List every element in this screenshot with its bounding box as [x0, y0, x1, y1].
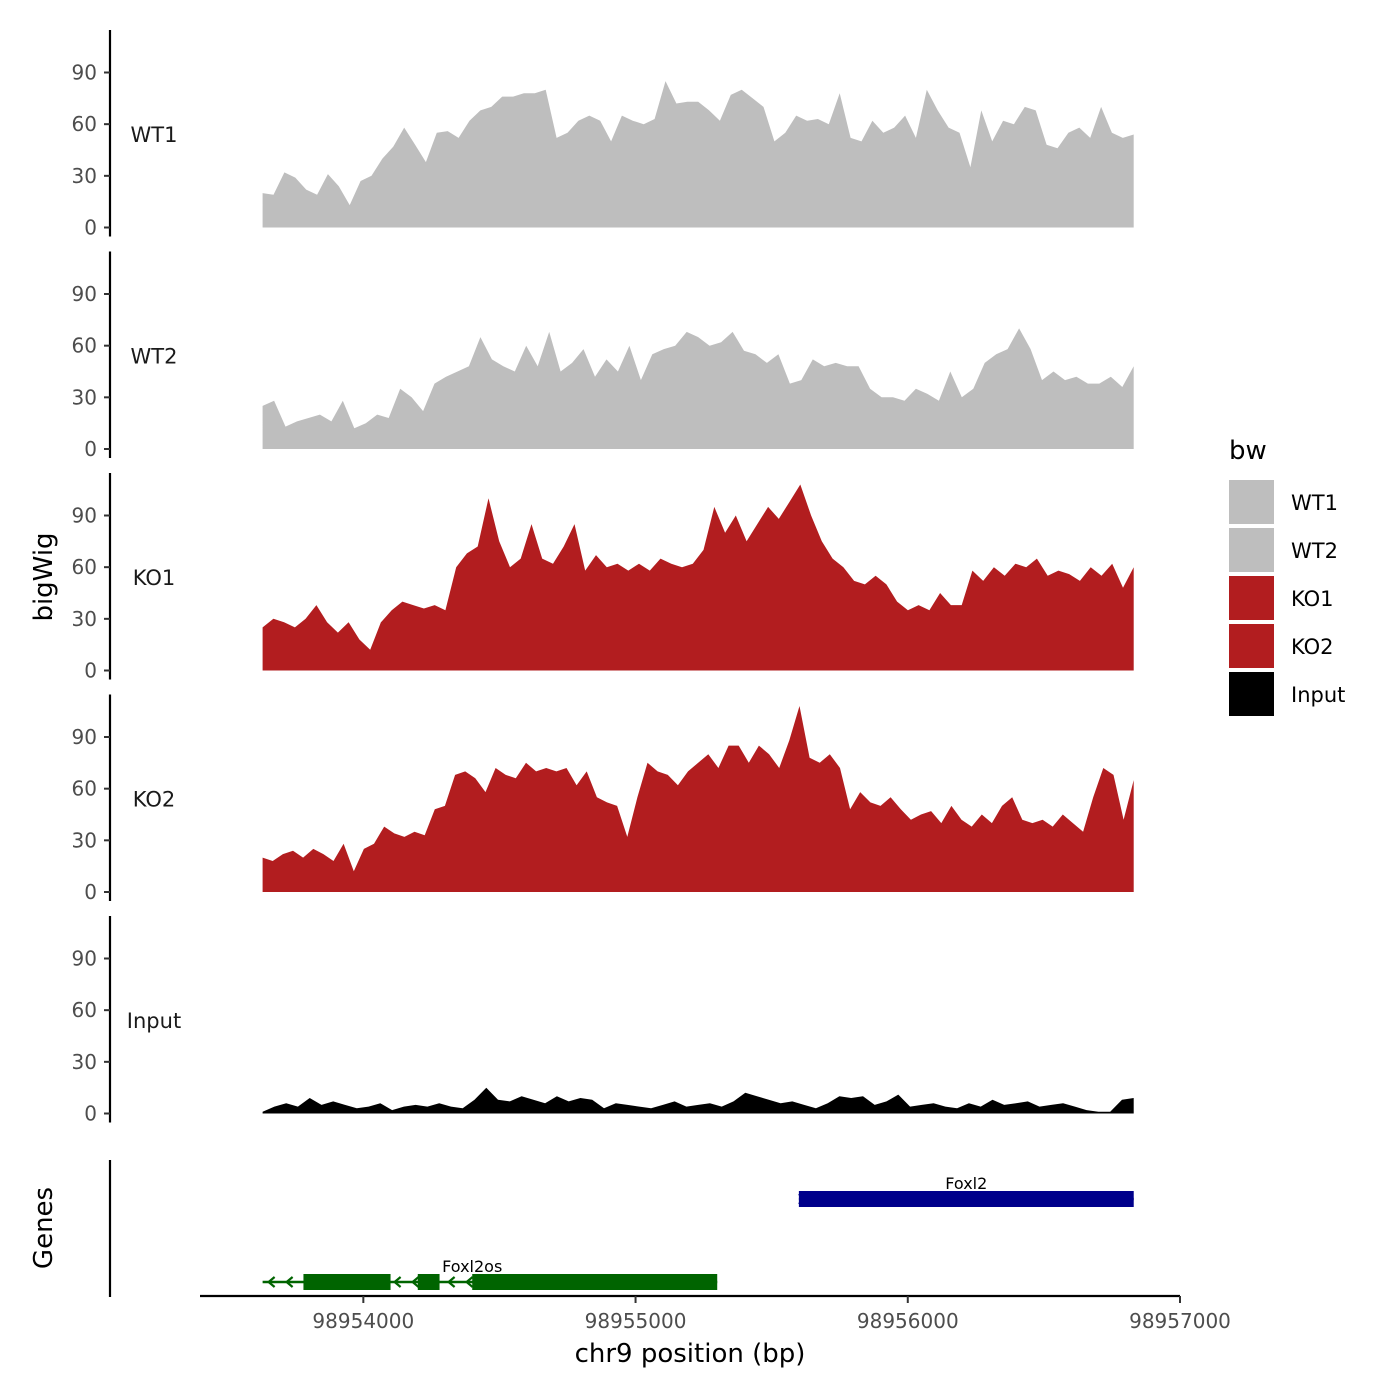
- x-tick-label: 98956000: [857, 1309, 959, 1333]
- strand-arrow: [410, 1276, 420, 1288]
- y-tick-label: 60: [72, 334, 97, 358]
- track-wt2: 0 30 60 90 WT2: [72, 251, 1134, 461]
- x-tick-label: 98954000: [312, 1309, 414, 1333]
- x-axis-title: chr9 position (bp): [575, 1339, 806, 1369]
- legend-label: WT2: [1291, 539, 1338, 563]
- y-tick-label: 60: [72, 998, 97, 1022]
- gene-exon: [472, 1274, 718, 1290]
- signal-area: [262, 484, 1134, 671]
- y-tick-label: 90: [72, 61, 97, 85]
- track-ko1: 0 30 60 90 KO1: [72, 473, 1134, 683]
- legend-swatch: [1229, 480, 1274, 524]
- y-tick-label: 60: [72, 777, 97, 801]
- x-axis: 98954000 98955000 98956000 98957000: [200, 1294, 1231, 1333]
- y-tick-label: 30: [72, 828, 97, 852]
- track-label: KO2: [133, 788, 176, 812]
- y-tick-label: 90: [72, 282, 97, 306]
- strand-arrow: [392, 1276, 402, 1288]
- legend-item-ko2: KO2: [1229, 624, 1334, 668]
- gene-track: Foxl2os Foxl2: [108, 1160, 1134, 1297]
- gene-label: Foxl2os: [442, 1257, 502, 1276]
- signal-area: [262, 706, 1134, 892]
- strand-arrow: [446, 1276, 456, 1288]
- signal-area: [262, 328, 1134, 449]
- signal-area: [262, 81, 1134, 228]
- legend: bw WT1 WT2 KO1 KO2 Input: [1229, 436, 1345, 716]
- gene-exon: [303, 1274, 391, 1290]
- y-tick-label: 60: [72, 555, 97, 579]
- track-wt1: 0 30 60 90 WT1: [72, 30, 1134, 240]
- legend-label: Input: [1291, 683, 1345, 707]
- track-label: WT2: [131, 345, 178, 369]
- gene-label: Foxl2: [945, 1174, 987, 1193]
- y-tick-label: 90: [72, 725, 97, 749]
- y-tick-label: 30: [72, 164, 97, 188]
- legend-label: KO1: [1291, 587, 1334, 611]
- legend-swatch: [1229, 528, 1274, 572]
- legend-swatch: [1229, 576, 1274, 620]
- track-input: 0 30 60 90 Input: [72, 916, 1134, 1126]
- x-tick-label: 98957000: [1129, 1309, 1231, 1333]
- x-tick-label: 98955000: [585, 1309, 687, 1333]
- y-tick-label: 0: [84, 1102, 97, 1126]
- y-tick-label: 90: [72, 504, 97, 528]
- y-tick-label: 30: [72, 607, 97, 631]
- legend-swatch: [1229, 672, 1274, 716]
- gene-exon: [417, 1274, 440, 1290]
- track-label: Input: [127, 1009, 181, 1033]
- gene-foxl2os: Foxl2os: [262, 1257, 718, 1290]
- strand-arrow: [266, 1276, 276, 1288]
- legend-title: bw: [1229, 436, 1267, 466]
- y-tick-label: 60: [72, 112, 97, 136]
- track-ko2: 0 30 60 90 KO2: [72, 694, 1134, 904]
- y-axis-title: bigWig: [29, 532, 59, 621]
- y-tick-label: 0: [84, 880, 97, 904]
- y-tick-label: 90: [72, 947, 97, 971]
- legend-label: WT1: [1291, 491, 1338, 515]
- track-label: WT1: [131, 123, 178, 147]
- legend-item-wt1: WT1: [1229, 480, 1338, 524]
- legend-item-wt2: WT2: [1229, 528, 1338, 572]
- signal-area: [262, 1087, 1134, 1114]
- legend-item-input: Input: [1229, 672, 1345, 716]
- track-label: KO1: [133, 566, 176, 590]
- strand-arrow: [284, 1276, 294, 1288]
- y-tick-label: 30: [72, 385, 97, 409]
- gene-exon: [798, 1191, 1134, 1207]
- gene-foxl2: Foxl2: [798, 1174, 1134, 1207]
- strand-arrow: [464, 1276, 474, 1288]
- signal-tracks: 0 30 60 90 WT1 0 30 60 90 WT2 0 30 60 90 KO1 0 30 60 90 KO2…: [72, 30, 1134, 1126]
- y-tick-label: 0: [84, 659, 97, 683]
- legend-item-ko1: KO1: [1229, 576, 1334, 620]
- legend-label: KO2: [1291, 635, 1334, 659]
- y-tick-label: 30: [72, 1050, 97, 1074]
- legend-swatch: [1229, 624, 1274, 668]
- genes-track-title: Genes: [29, 1187, 59, 1269]
- y-tick-label: 0: [84, 216, 97, 240]
- y-tick-label: 0: [84, 437, 97, 461]
